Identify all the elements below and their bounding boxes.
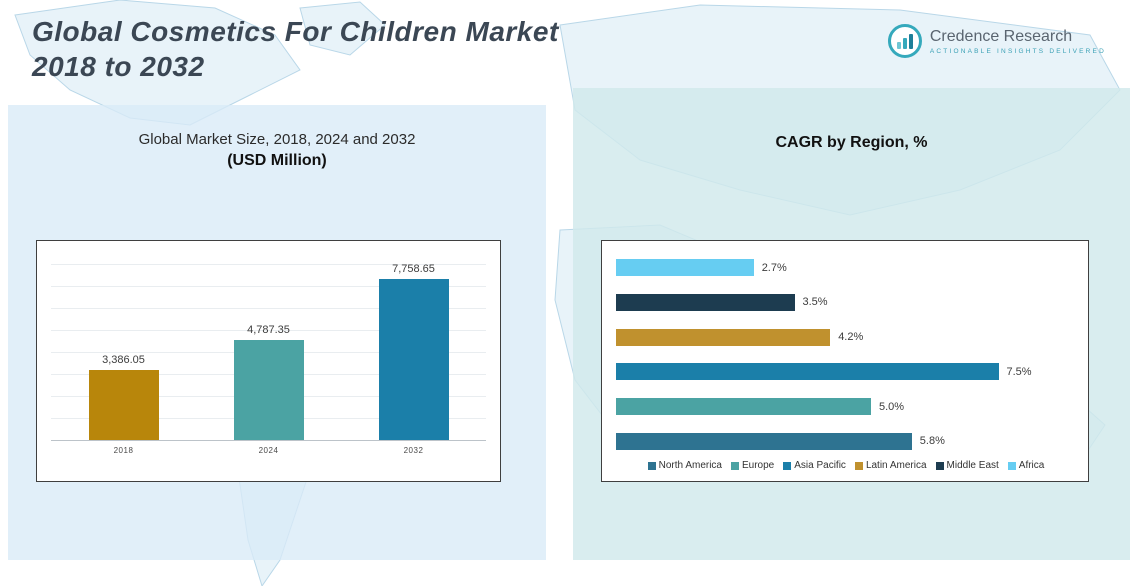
axis-label: 2018	[113, 446, 134, 455]
legend-label: Europe	[742, 460, 775, 471]
header: Global Cosmetics For Children Market 201…	[32, 14, 1106, 84]
legend-item: Asia Pacific	[783, 460, 846, 471]
bar-value-label: 4,787.35	[247, 324, 290, 337]
axis-label: 2024	[258, 446, 279, 455]
legend-swatch	[854, 461, 863, 470]
logo-name: Credence Research	[929, 27, 1073, 45]
cagr-chart: 2.7% 3.5% 4.2% 7.5% 5.0% 5.8% North America Eu…	[601, 240, 1089, 482]
market-size-title-line2: (USD Million)	[227, 152, 327, 169]
cagr-bar-row: 5.8%	[616, 432, 1076, 450]
cagr-bar-africa	[616, 259, 754, 276]
cagr-bar-row: 2.7%	[616, 259, 1076, 276]
cagr-panel: CAGR by Region, % 2.7% 3.5% 4.2% 7.5% 5.0% 5.…	[573, 88, 1130, 560]
bar-value-label: 5.8%	[919, 435, 945, 448]
logo: Credence Research Actionable Insights De…	[887, 24, 1106, 58]
logo-text: Credence Research Actionable Insights De…	[930, 28, 1106, 55]
market-bar-2032	[378, 278, 449, 440]
legend-label: Middle East	[946, 460, 999, 471]
bar-value-label: 5.0%	[879, 400, 905, 413]
cagr-plot: 2.7% 3.5% 4.2% 7.5% 5.0% 5.8%	[616, 257, 1076, 456]
legend-item: Middle East	[935, 460, 999, 471]
bar-value-label: 4.2%	[838, 331, 864, 344]
market-size-title-line1: Global Market Size, 2018, 2024 and 2032	[138, 131, 416, 148]
cagr-bar-row: 3.5%	[616, 293, 1076, 311]
market-size-panel: Global Market Size, 2018, 2024 and 2032 …	[8, 105, 546, 560]
market-size-xaxis: 2018 2024 2032	[51, 446, 486, 455]
legend-item: Europe	[731, 460, 774, 471]
legend-item: Africa	[1007, 460, 1045, 471]
legend-item: North America	[647, 460, 722, 471]
market-bar-2018	[88, 369, 159, 440]
cagr-bar-row: 5.0%	[616, 398, 1076, 416]
page-title-line2: 2018 to 2032	[32, 51, 205, 82]
market-bar-group: 4,787.35	[196, 259, 341, 440]
legend-swatch	[731, 461, 739, 470]
market-bar-group: 3,386.05	[51, 259, 196, 440]
cagr-title: CAGR by Region, %	[775, 134, 928, 151]
bar-value-label: 7.5%	[1006, 365, 1032, 378]
cagr-bar-row: 7.5%	[616, 363, 1076, 381]
market-bar-2024	[233, 340, 304, 440]
bar-value-label: 2.7%	[761, 261, 787, 274]
market-size-plot: 3,386.05 4,787.35 7,758.65	[51, 259, 486, 441]
cagr-bar-europe	[616, 398, 871, 416]
legend-label: North America	[658, 460, 722, 471]
bar-value-label: 7,758.65	[392, 262, 435, 275]
legend-label: Latin America	[865, 460, 927, 471]
cagr-bar-north-america	[616, 432, 912, 450]
legend-swatch	[935, 461, 944, 470]
market-size-chart: 3,386.05 4,787.35 7,758.65 2018 2024 2032	[36, 240, 501, 482]
cagr-legend: North America Europe Asia Pacific Latin Ame…	[616, 456, 1076, 473]
legend-swatch	[647, 461, 656, 470]
cagr-bar-latin-america	[616, 328, 831, 346]
legend-swatch	[1007, 461, 1016, 470]
bar-value-label: 3.5%	[802, 296, 828, 309]
legend-swatch	[783, 461, 792, 470]
legend-label: Africa	[1018, 460, 1045, 471]
cagr-bar-middle-east	[616, 293, 795, 311]
logo-tagline: Actionable Insights Delivered	[929, 47, 1106, 55]
axis-label: 2032	[403, 446, 424, 455]
logo-bar-chart-icon	[887, 24, 922, 58]
bar-value-label: 3,386.05	[102, 353, 145, 366]
cagr-bar-row: 4.2%	[616, 328, 1076, 346]
cagr-bar-asia-pacific	[616, 363, 999, 381]
market-size-title: Global Market Size, 2018, 2024 and 2032 …	[8, 131, 546, 170]
page-title-line1: Global Cosmetics For Children Market	[32, 16, 559, 47]
page-title: Global Cosmetics For Children Market 201…	[32, 14, 559, 84]
legend-label: Asia Pacific	[794, 460, 846, 471]
market-bar-group: 7,758.65	[341, 259, 486, 440]
legend-item: Latin America	[854, 460, 927, 471]
